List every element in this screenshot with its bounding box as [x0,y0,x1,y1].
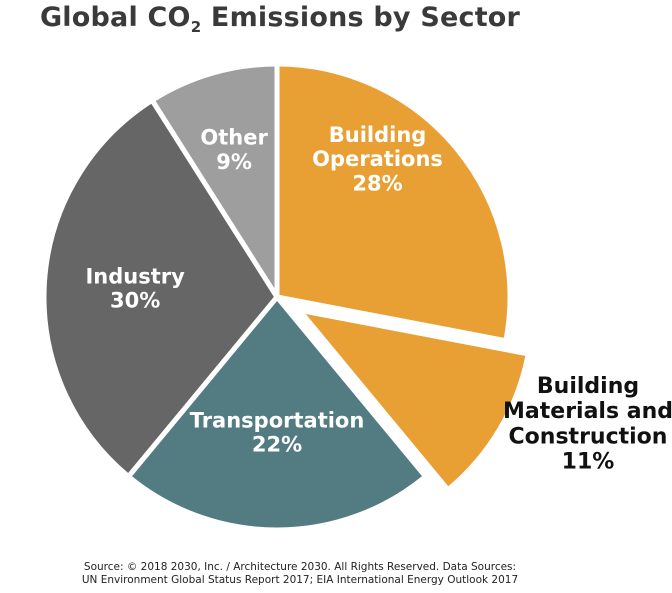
source-line-1: Source: © 2018 2030, Inc. / Architecture… [83,561,517,573]
title-suffix: Emissions by Sector [201,2,521,33]
slice-percent: 30% [110,289,160,313]
slice-name: Industry [85,264,185,288]
title-subscript: 2 [190,18,202,36]
slice-name: Building [537,374,639,399]
slice-percent: 9% [216,150,252,174]
slice-label: Industry 30% [85,264,185,312]
pie-slice [296,307,531,493]
source-note: Source: © 2018 2030, Inc. / Architecture… [0,561,600,587]
slice-label: Building Materials and Construction 11% [503,374,672,475]
slice-percent: 28% [352,171,402,195]
source-line-2: UN Environment Global Status Report 2017… [81,574,519,586]
pie-slice [125,294,429,533]
slice-label: Transportation 22% [190,408,365,456]
slice-name: Building [329,123,427,147]
slice-name: Operations [312,147,443,171]
pie-slice [274,61,513,344]
slice-percent: 22% [252,433,302,457]
slice-name: Other [200,126,268,150]
title-prefix: Global CO [39,2,191,33]
slice-percent: 11% [562,450,615,475]
slice-name: Construction [509,424,668,449]
slice-label: Building Operations 28% [312,123,443,195]
slice-name: Materials and [503,399,672,424]
pie-slice [41,97,280,480]
pie-slice [149,61,280,300]
slice-name: Transportation [190,408,365,432]
slice-label: Other 9% [200,126,268,174]
chart-title: Global CO2 Emissions by Sector [0,2,560,36]
